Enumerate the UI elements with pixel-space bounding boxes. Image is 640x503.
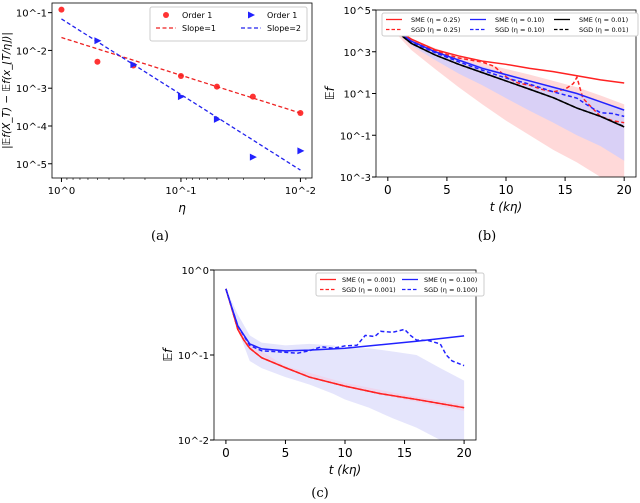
- legend: SME (η = 0.001) SGD (η = 0.001) SME (η = 0…: [315, 272, 485, 297]
- legend: SME (η = 0.25) SGD (η = 0.25) SME (η = 0.1…: [381, 12, 639, 37]
- series-line: [387, 23, 625, 118]
- legend-label: SGD (η = 0.001): [342, 286, 396, 294]
- plot-area: [58, 3, 305, 171]
- x-tick-label: 0: [384, 183, 392, 197]
- x-tick-label: 10^-1: [165, 186, 196, 197]
- legend-label: SME (η = 0.001): [342, 276, 395, 284]
- y-tick-label: 10^0: [182, 266, 209, 277]
- series-line: [225, 288, 465, 367]
- data-point: [94, 37, 102, 45]
- x-tick-label: 10: [498, 183, 513, 197]
- series-line: [61, 36, 301, 114]
- x-axis-label: η: [178, 201, 186, 215]
- x-tick-label: 5: [443, 183, 451, 197]
- chart-a: 10^0 10^-1 10^-2 10^-1 10^-2 10^-3 10^-4 10^-5 η…: [1, 2, 316, 244]
- y-tick-label: 10^-2: [178, 436, 209, 447]
- legend-box: [315, 272, 485, 297]
- legend-label: Slope=1: [182, 24, 216, 33]
- series-line: [387, 23, 625, 84]
- legend-label: Order 1: [182, 11, 212, 20]
- confidence-band-1: [387, 24, 625, 161]
- plot-area: [225, 288, 465, 440]
- x-tick-label: 20: [617, 183, 632, 197]
- legend-label: SGD (η = 0.01): [579, 26, 628, 34]
- x-axis-label: t (kη): [329, 463, 361, 477]
- chart-b: 0 5 10 15 20 10^5 10^3 10^1 10^-1 10^-3 t (kη) 𝔼f (b…: [323, 6, 639, 244]
- series-line: [225, 288, 465, 352]
- data-point: [177, 93, 185, 101]
- x-tick-label: 15: [397, 446, 412, 460]
- legend-label: SGD (η = 0.100): [424, 286, 478, 294]
- legend-label: Order 1: [267, 11, 297, 20]
- y-tick-label: 10^-1: [16, 9, 47, 20]
- legend-marker: [163, 12, 169, 18]
- y-tick-label: 10^-2: [16, 46, 47, 57]
- y-axis-label: |𝔼f(X_T) − 𝔼f(x_⌊T/η⌋)|: [1, 32, 13, 149]
- x-tick-label: 15: [557, 183, 572, 197]
- data-point: [177, 73, 184, 80]
- x-tick-label: 10^0: [48, 186, 75, 197]
- x-axis-label: t (kη): [490, 200, 522, 214]
- series-line: [61, 18, 301, 171]
- data-point: [94, 58, 101, 65]
- legend-box: [381, 12, 639, 37]
- data-point: [213, 115, 221, 123]
- y-tick-label: 10^-1: [340, 131, 371, 142]
- x-tick-label: 5: [282, 446, 290, 460]
- plot-area: [387, 23, 625, 177]
- legend-marker: [248, 11, 255, 19]
- legend-label: SME (η = 0.25): [411, 16, 460, 24]
- series-line: [387, 23, 625, 111]
- figure-caption: (c): [311, 486, 328, 501]
- confidence-band-0: [225, 288, 465, 440]
- figure-caption: (b): [478, 229, 496, 244]
- data-point: [249, 153, 257, 161]
- legend: Order 1 Order 1 Slope=1 Slope=2: [149, 6, 308, 42]
- legend-label: SGD (η = 0.25): [411, 26, 460, 34]
- x-tick-label: 10^-2: [285, 186, 316, 197]
- series-line: [387, 23, 625, 124]
- legend-label: SME (η = 0.01): [579, 16, 628, 24]
- x-tick-label: 20: [456, 446, 471, 460]
- y-tick-label: 10^5: [344, 6, 371, 17]
- y-tick-label: 10^-3: [16, 84, 47, 95]
- y-axis-label: 𝔼f: [323, 85, 337, 100]
- y-tick-label: 10^1: [344, 90, 371, 101]
- legend-label: Slope=2: [267, 24, 301, 33]
- series-line: [225, 288, 465, 409]
- y-axis-label: 𝔼f: [161, 347, 175, 362]
- x-tick-label: 0: [222, 446, 230, 460]
- legend-label: SGD (η = 0.10): [495, 26, 544, 34]
- data-point: [58, 6, 65, 13]
- legend-label: SME (η = 0.10): [495, 16, 544, 24]
- data-point: [297, 147, 305, 155]
- legend-box: [149, 6, 308, 42]
- y-tick-label: 10^-3: [340, 173, 371, 184]
- series-line: [387, 24, 625, 128]
- y-tick-label: 10^3: [344, 48, 371, 59]
- x-tick-label: 10: [337, 446, 352, 460]
- legend-label: SME (η = 0.100): [424, 276, 477, 284]
- chart-c: 0 5 10 15 20 10^0 10^-1 10^-2 t (kη) 𝔼f (c) SME (η …: [161, 266, 485, 501]
- y-tick-label: 10^-5: [16, 160, 47, 171]
- axes-frame: [51, 2, 313, 179]
- y-tick-label: 10^-4: [16, 122, 47, 133]
- figure-caption: (a): [151, 229, 169, 244]
- y-tick-label: 10^-1: [178, 351, 209, 362]
